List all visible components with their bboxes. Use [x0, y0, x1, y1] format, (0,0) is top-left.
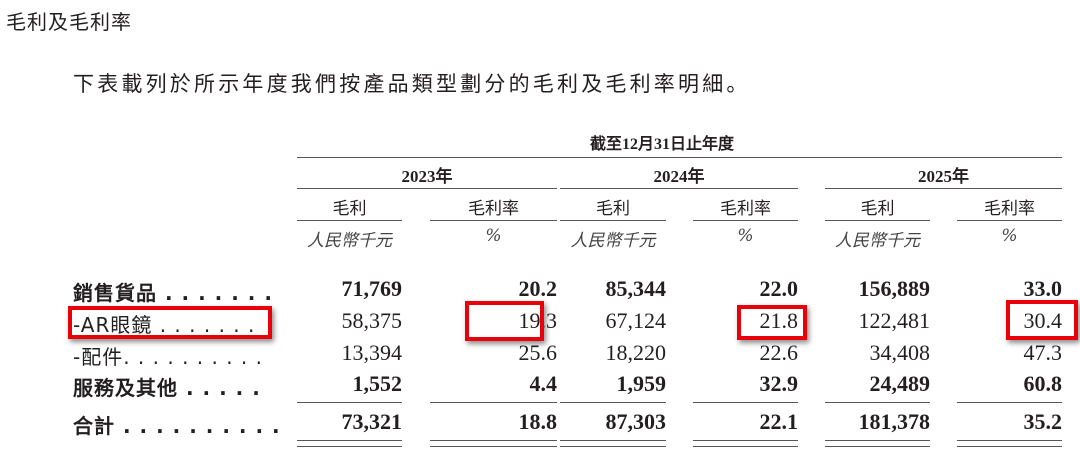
- column-rule: [825, 220, 930, 221]
- subtotal-rule: [693, 402, 798, 403]
- column-rule: [430, 220, 557, 221]
- subtotal-rule: [297, 402, 402, 403]
- double-rule: [957, 440, 1062, 441]
- double-rule: [825, 446, 930, 447]
- table-cell: 18.8: [518, 409, 558, 434]
- year-rule: [825, 188, 1062, 189]
- column-rule: [957, 220, 1062, 221]
- year-rule: [297, 188, 557, 189]
- column-header-margin: 毛利率: [720, 199, 771, 219]
- row-label: 服務及其他 . . . . .: [73, 376, 261, 400]
- year-rule: [560, 188, 798, 189]
- row-label: -AR眼鏡 . . . . . . .: [73, 313, 256, 337]
- column-header-gross_profit: 毛利: [596, 199, 630, 219]
- table-cell: 122,481: [858, 308, 931, 333]
- top-rule: [297, 157, 1062, 158]
- table-cell: 85,344: [605, 276, 667, 301]
- table-cell: 35.2: [1023, 409, 1063, 434]
- table-cell: 1,959: [616, 371, 667, 396]
- row-label: 合計 . . . . . . . . . .: [73, 414, 281, 438]
- subtotal-rule: [957, 402, 1062, 403]
- table-cell: 1,552: [352, 371, 403, 396]
- unit-margin: %: [1001, 226, 1018, 246]
- table-cell: 87,303: [605, 409, 667, 434]
- table-cell: 32.9: [759, 371, 799, 396]
- column-rule: [560, 220, 666, 221]
- table-cell: 25.6: [518, 340, 558, 365]
- column-header-gross_profit: 毛利: [860, 199, 895, 219]
- double-rule: [825, 440, 930, 441]
- subtotal-rule: [825, 402, 930, 403]
- table-cell: 22.6: [759, 340, 799, 365]
- double-rule: [560, 440, 666, 441]
- highlight-box-2025-margin: [1006, 300, 1078, 340]
- year-header: 2025年: [918, 167, 969, 186]
- subtotal-rule: [560, 402, 666, 403]
- column-header-margin: 毛利率: [468, 199, 519, 219]
- year-header: 2023年: [401, 167, 453, 186]
- table-cell: 34,408: [869, 340, 931, 365]
- table-cell: 4.4: [529, 371, 558, 396]
- double-rule: [430, 446, 557, 447]
- table-cell: 20.2: [518, 276, 558, 301]
- column-rule: [297, 220, 402, 221]
- unit-gross_profit: 人民幣千元: [835, 231, 920, 251]
- table-cell: 22.0: [759, 276, 799, 301]
- table-cell: 24,489: [869, 371, 931, 396]
- table-cell: 47.3: [1023, 340, 1063, 365]
- column-header-margin: 毛利率: [984, 199, 1035, 219]
- table-cell: 33.0: [1023, 276, 1063, 301]
- table-cell: 60.8: [1023, 371, 1063, 396]
- highlight-box-2023-margin: [465, 301, 544, 341]
- double-rule: [560, 446, 666, 447]
- table-cell: 22.1: [759, 409, 799, 434]
- double-rule: [693, 446, 798, 447]
- table-cell: 67,124: [605, 308, 667, 333]
- unit-gross_profit: 人民幣千元: [307, 231, 392, 251]
- table-cell: 156,889: [858, 276, 931, 301]
- table-cell: 71,769: [341, 276, 403, 301]
- row-label: 銷售貨品 . . . . . . .: [73, 281, 273, 305]
- table-cell: 181,378: [858, 409, 931, 434]
- table-cell: 21.8: [759, 308, 799, 333]
- double-rule: [297, 446, 402, 447]
- table-cell: 19.3: [518, 308, 558, 333]
- double-rule: [297, 440, 402, 441]
- table-cell: 13,394: [341, 340, 403, 365]
- highlight-box-ar-label: [68, 306, 272, 339]
- table-cell: 58,375: [341, 308, 403, 333]
- unit-margin: %: [485, 226, 502, 246]
- unit-margin: %: [737, 226, 754, 246]
- subtotal-rule: [430, 402, 557, 403]
- column-header-gross_profit: 毛利: [332, 199, 367, 219]
- period-header: 截至12月31日止年度: [590, 136, 735, 153]
- row-label: -配件. . . . . . . . . .: [73, 345, 264, 369]
- table-cell: 73,321: [341, 409, 403, 434]
- highlight-box-2024-margin: [737, 305, 807, 340]
- table-cell: 30.4: [1023, 308, 1063, 333]
- double-rule: [430, 440, 557, 441]
- table-cell: 18,220: [605, 340, 667, 365]
- double-rule: [957, 446, 1062, 447]
- unit-gross_profit: 人民幣千元: [570, 231, 656, 251]
- section-title: 毛利及毛利率: [6, 10, 132, 34]
- year-header: 2024年: [653, 167, 705, 186]
- column-rule: [693, 220, 798, 221]
- intro-text: 下表載列於所示年度我們按產品類型劃分的毛利及毛利率明細。: [73, 72, 751, 96]
- double-rule: [693, 440, 798, 441]
